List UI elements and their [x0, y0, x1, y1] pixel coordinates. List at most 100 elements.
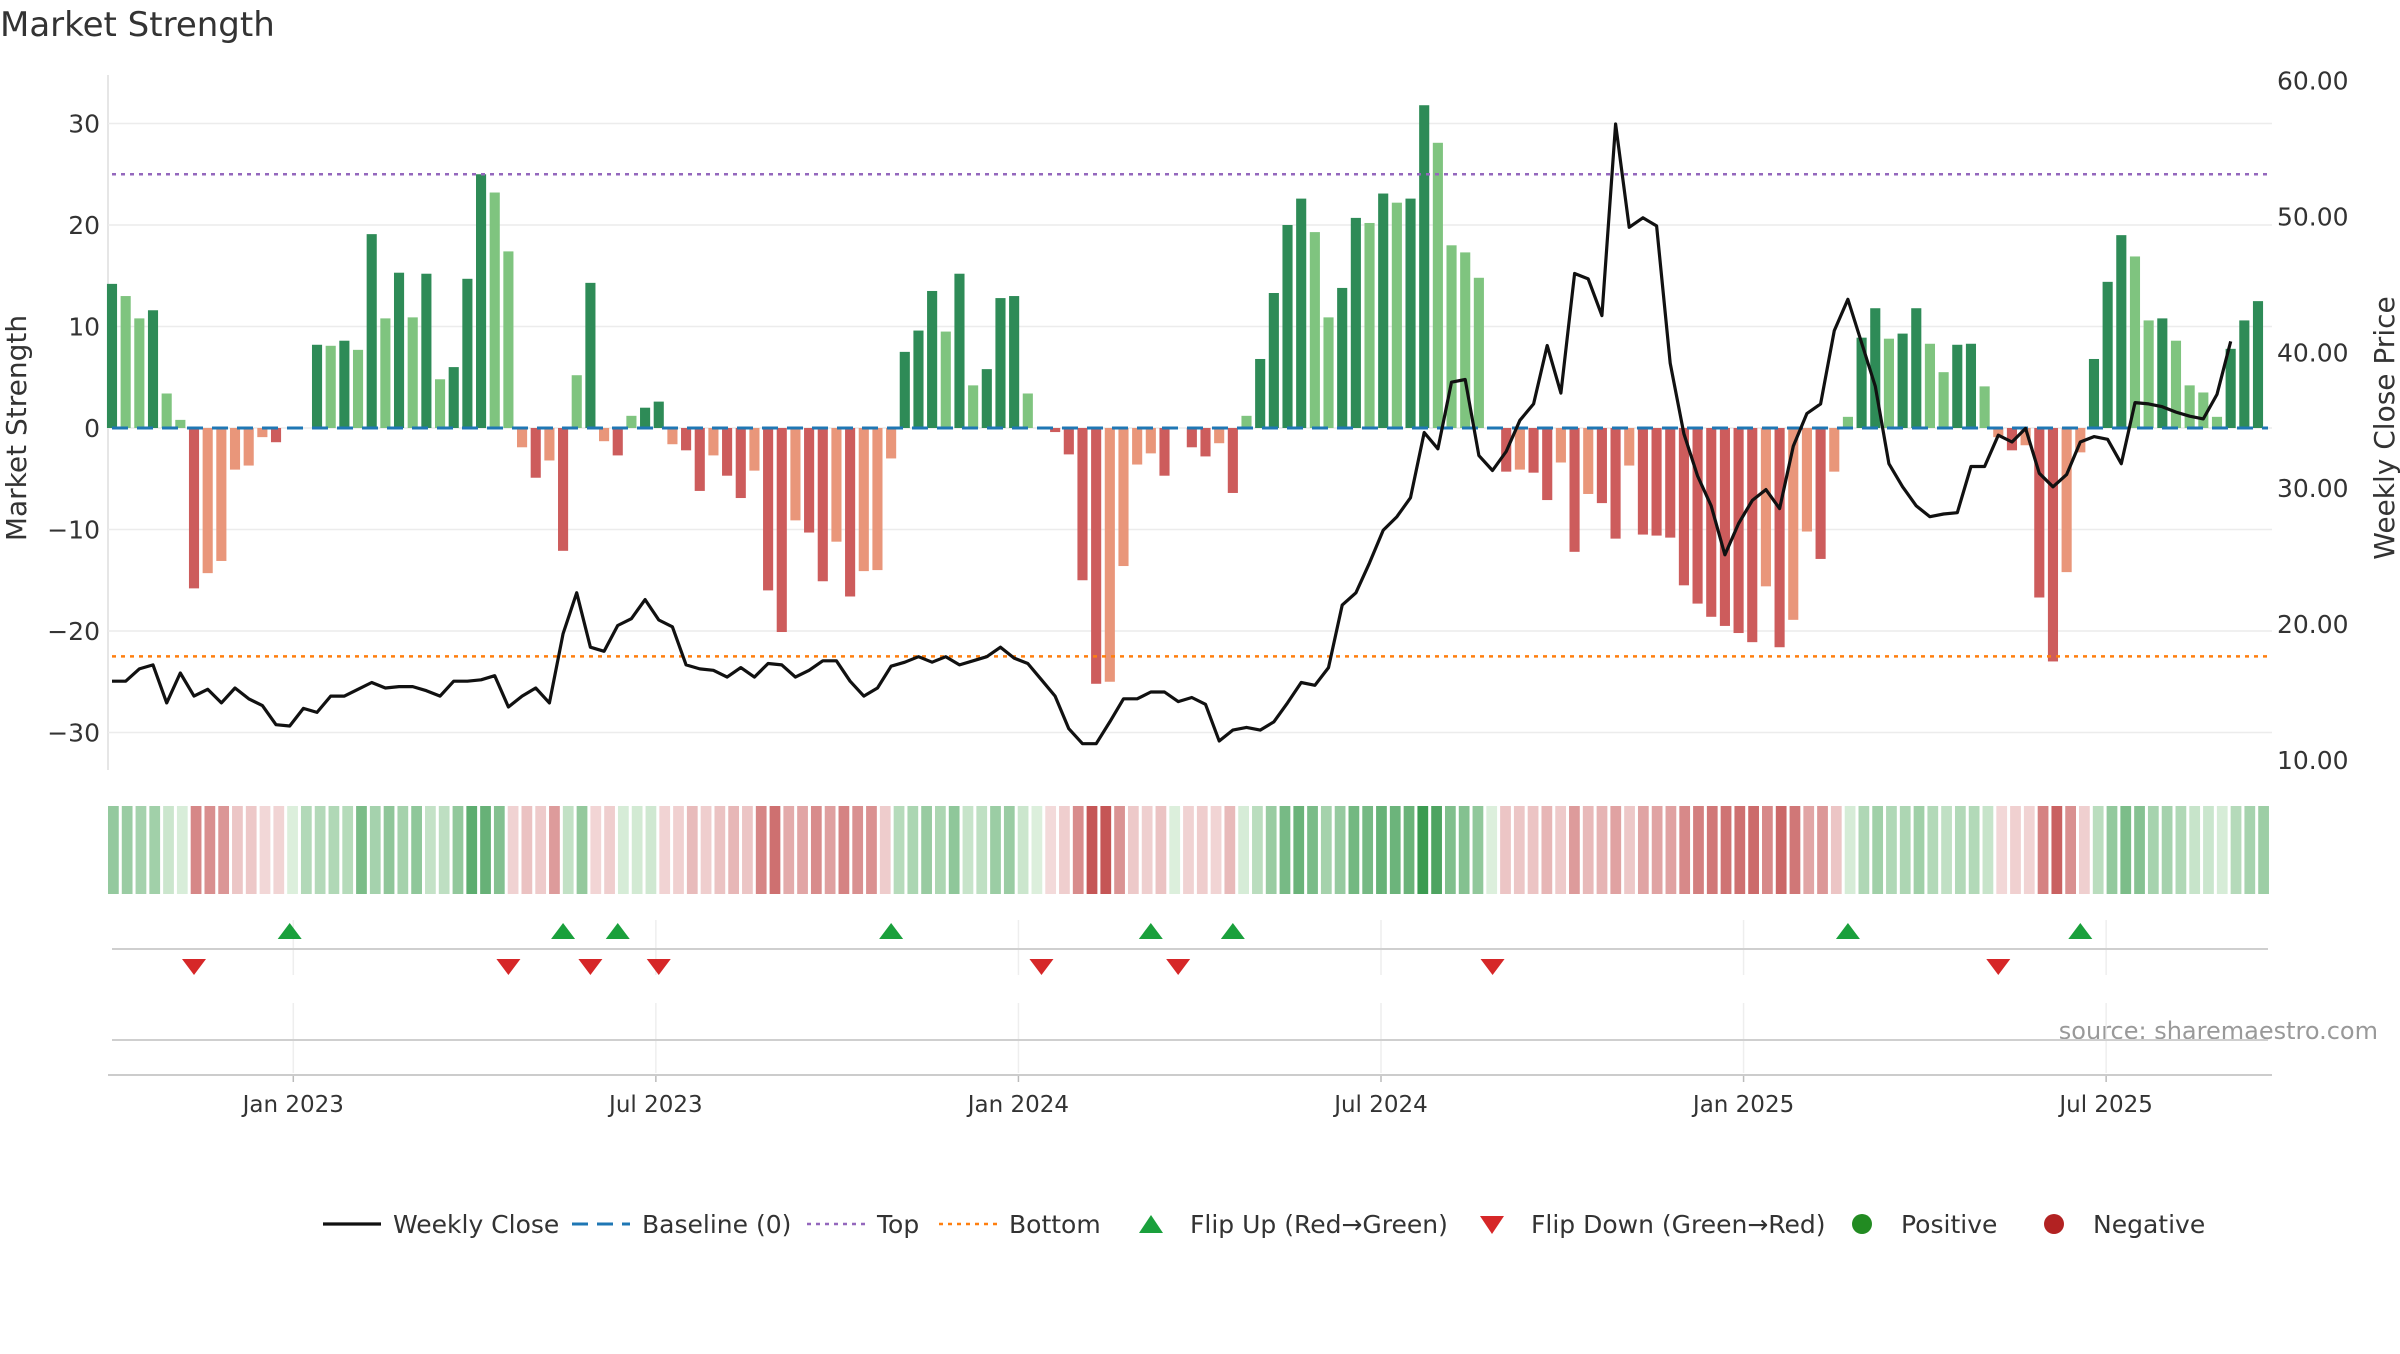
strength-bar — [927, 290, 938, 428]
strength-strip-cell — [1527, 806, 1539, 894]
flip-up-marker — [277, 923, 302, 939]
strength-bar — [1050, 428, 1061, 433]
strength-strip-cell — [397, 806, 409, 894]
strength-bar — [421, 273, 432, 428]
strength-strip-cell — [232, 806, 243, 894]
strength-bar — [1678, 428, 1689, 586]
legend-item-line: Weekly Close — [323, 1210, 559, 1239]
strength-bar — [899, 351, 910, 428]
strength-strip-cell — [1582, 806, 1594, 894]
strength-bar — [188, 428, 200, 589]
strength-bar — [1063, 428, 1074, 455]
strength-strip-cell — [824, 806, 836, 894]
strength-bar — [1282, 225, 1293, 428]
strength-strip-cell — [1307, 806, 1318, 894]
strength-bar — [1624, 428, 1635, 466]
strength-bar — [1774, 428, 1785, 648]
strength-bar — [1856, 337, 1867, 428]
legend-item-dot2: Bottom — [939, 1210, 1101, 1239]
strength-bar — [202, 428, 213, 574]
strength-bar — [2198, 392, 2209, 428]
strength-strip-cell — [204, 806, 216, 894]
left-tick-label: 10 — [68, 313, 100, 342]
strength-bar — [517, 428, 528, 448]
strength-strip-cell — [1279, 806, 1291, 894]
strength-strip-cell — [562, 806, 574, 894]
strength-strip-cell — [1127, 806, 1139, 894]
legend-label: Bottom — [1009, 1210, 1101, 1239]
strength-strip-cell — [673, 806, 684, 894]
strength-bar — [776, 428, 787, 633]
strength-strip-cell — [1417, 806, 1429, 894]
flip-down-marker — [1029, 959, 1054, 975]
strength-strip-cell — [1224, 806, 1236, 894]
strength-bar — [2116, 235, 2127, 428]
legend-item-tri-down: Flip Down (Green→Red) — [1480, 1210, 1826, 1239]
strength-strip-cell — [2189, 806, 2201, 894]
strength-bar — [2020, 428, 2031, 446]
strength-strip-cell — [1293, 806, 1305, 894]
strength-bar — [366, 234, 377, 428]
strength-bar — [763, 428, 774, 591]
strength-bar — [1569, 428, 1580, 552]
right-tick-label: 20.00 — [2277, 610, 2349, 639]
strength-bar — [1719, 428, 1730, 626]
strength-bar — [681, 428, 692, 451]
strength-bar — [339, 340, 350, 428]
strength-bar — [2006, 428, 2018, 451]
strength-bar — [694, 428, 705, 491]
strength-strip-cell — [2175, 806, 2187, 894]
strength-strip-cell — [1169, 806, 1181, 894]
strength-bar — [2170, 340, 2182, 428]
strength-bar — [995, 298, 1006, 428]
flip-down-marker — [1986, 959, 2011, 975]
strength-bar — [1897, 333, 1908, 428]
strength-bar — [1952, 344, 1963, 428]
strength-strip-cell — [1803, 806, 1815, 894]
strength-bar — [530, 428, 541, 478]
strength-bar — [1405, 198, 1416, 428]
strength-bar — [243, 428, 254, 466]
right-tick-label: 10.00 — [2277, 746, 2349, 775]
strength-strip-cell — [149, 806, 161, 894]
strength-strip-cell — [411, 806, 422, 894]
strength-strip-cell — [452, 806, 464, 894]
legend-swatch — [2044, 1214, 2064, 1234]
strength-strip-cell — [1624, 806, 1635, 894]
strength-strip-cell — [1830, 806, 1842, 894]
strength-strip-cell — [1762, 806, 1773, 894]
strength-bar — [1350, 217, 1361, 428]
strength-bar — [1979, 386, 1990, 428]
strength-strip-cell — [1954, 806, 1966, 894]
strength-strip-cell — [356, 806, 367, 894]
strength-strip-cell — [1982, 806, 1994, 894]
strength-strip-cell — [962, 806, 974, 894]
legend-item-circle-pos: Positive — [1852, 1210, 1997, 1239]
weekly-close-line — [112, 122, 2233, 746]
strength-bar — [229, 428, 241, 470]
strength-bar — [1542, 428, 1553, 501]
strength-bar — [462, 278, 473, 428]
strength-strip-cell — [1679, 806, 1691, 894]
strength-strip-cell — [1706, 806, 1718, 894]
strength-strip-cell — [507, 806, 519, 894]
strength-strip-cell — [1252, 806, 1263, 894]
strength-bar — [585, 282, 596, 428]
strength-bar — [544, 428, 555, 461]
strength-strip-cell — [108, 806, 119, 894]
strength-strip-cell — [480, 806, 491, 894]
strength-bar — [1132, 428, 1143, 465]
strength-strip-cell — [631, 806, 643, 894]
strength-bar — [1911, 308, 1922, 428]
strength-bar — [571, 375, 582, 428]
strength-strip-cell — [1334, 806, 1346, 894]
strength-strip-cell — [1665, 806, 1677, 894]
strength-strip-cell — [287, 806, 298, 894]
strength-bar — [120, 296, 131, 428]
strength-bar — [858, 428, 869, 572]
strength-bar — [1665, 428, 1676, 538]
strength-bar — [1323, 317, 1334, 428]
strength-bar — [708, 428, 719, 456]
strength-strip-cell — [1899, 806, 1911, 894]
strength-strip-cell — [1458, 806, 1470, 894]
